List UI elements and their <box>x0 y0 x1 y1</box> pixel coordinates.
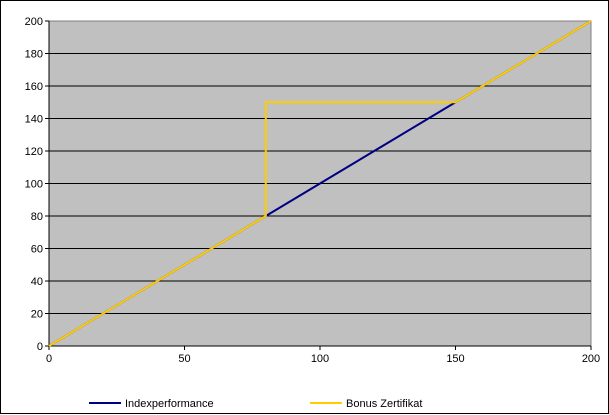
y-tick-label-60: 60 <box>31 244 43 256</box>
y-tick-label-180: 180 <box>25 49 43 61</box>
y-axis-ticks: 0 20 40 60 80 100 120 140 160 180 200 <box>25 16 50 353</box>
x-tick-label-200: 200 <box>582 353 600 365</box>
series-line-bonus-zertifikat <box>48 20 592 347</box>
y-tick-label-140: 140 <box>25 114 43 126</box>
y-tick-label-120: 120 <box>25 146 43 158</box>
y-tick-label-40: 40 <box>31 276 43 288</box>
x-tick-label-100: 100 <box>311 353 329 365</box>
grid-lines <box>49 53 591 314</box>
x-tick-label-150: 150 <box>446 353 464 365</box>
y-tick-label-80: 80 <box>31 211 43 223</box>
y-tick-label-200: 200 <box>25 16 43 28</box>
y-tick-label-0: 0 <box>37 341 43 353</box>
y-tick-label-160: 160 <box>25 81 43 93</box>
x-tick-label-0: 0 <box>46 353 52 365</box>
y-tick-label-20: 20 <box>31 309 43 321</box>
x-tick-label-50: 50 <box>178 353 190 365</box>
legend: Indexperformance Bonus Zertifikat <box>89 398 422 410</box>
series-layer <box>48 20 592 347</box>
y-tick-label-100: 100 <box>25 179 43 191</box>
legend-label-indexperformance: Indexperformance <box>125 398 214 410</box>
x-axis-ticks: 0 50 100 150 200 <box>46 345 600 365</box>
legend-label-bonus-zertifikat: Bonus Zertifikat <box>346 398 422 410</box>
